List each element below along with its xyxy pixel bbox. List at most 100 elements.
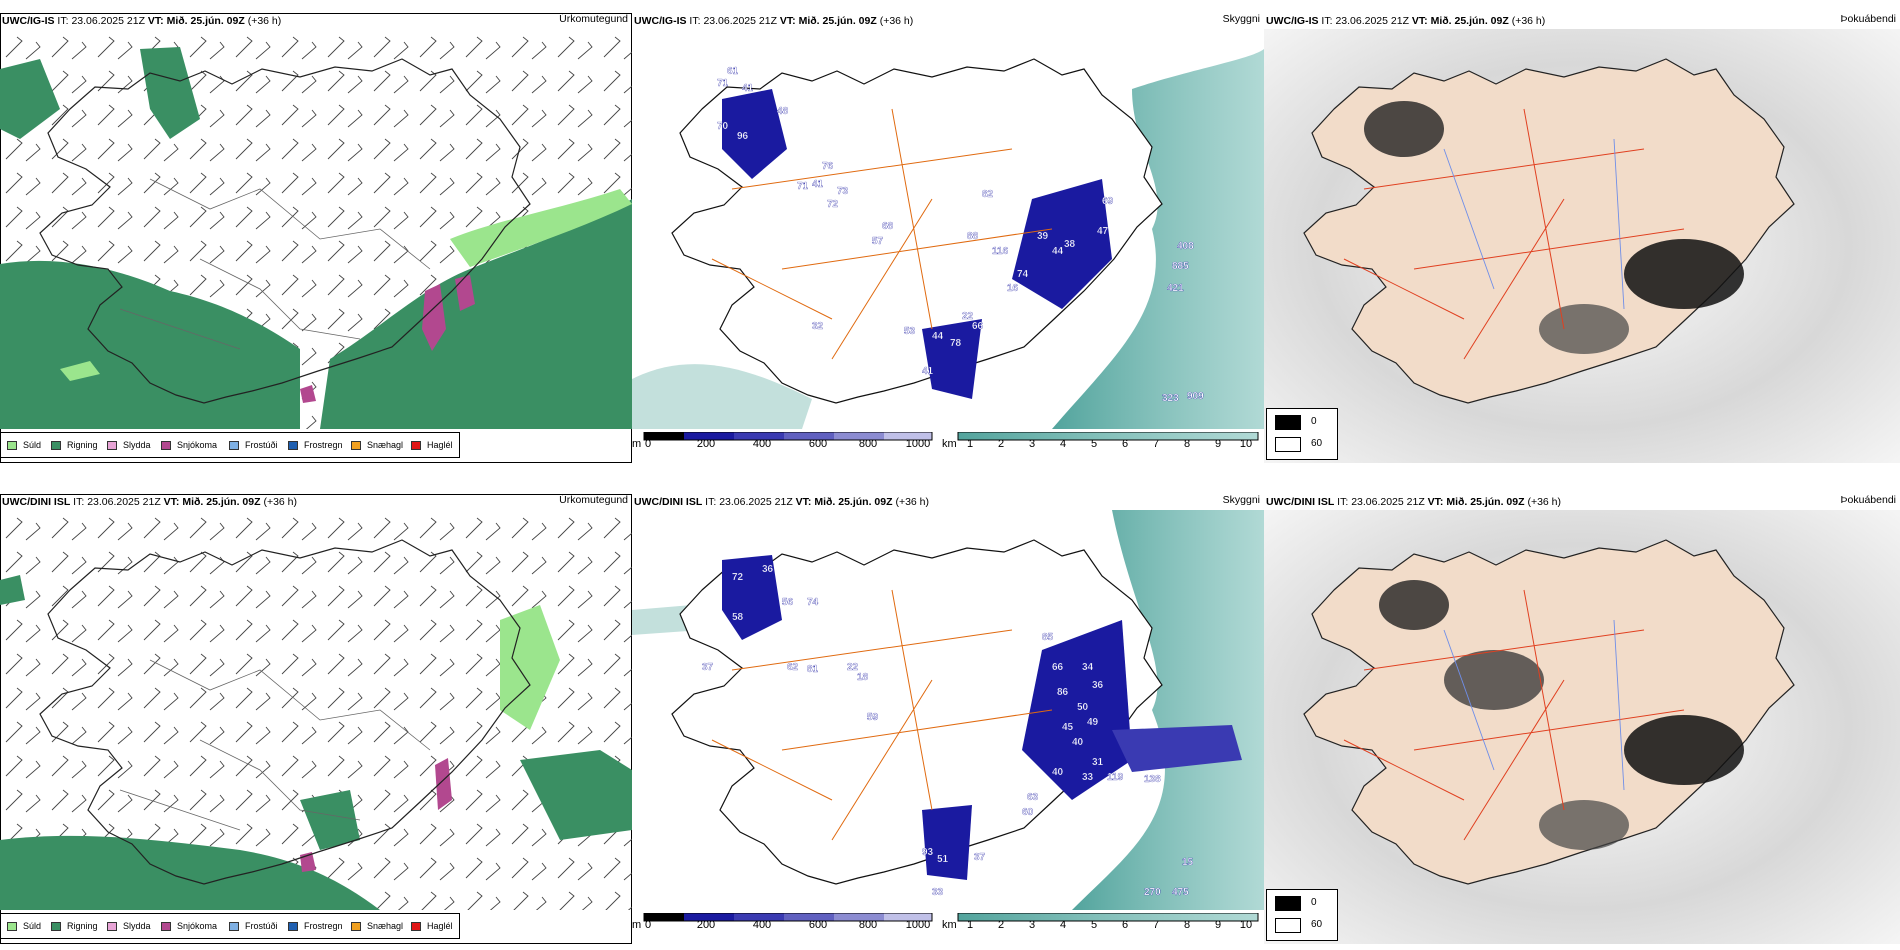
road-network bbox=[711, 589, 1053, 841]
model-name: UWC/IG-IS bbox=[634, 15, 687, 27]
fog-core-e bbox=[1624, 715, 1744, 785]
drizzle-area-sw bbox=[60, 361, 100, 381]
scale-tick: 4 bbox=[1059, 438, 1067, 450]
cloud-base-value: 51 bbox=[937, 854, 949, 865]
fog-legend-swatch-dark bbox=[1275, 415, 1301, 430]
precip-map bbox=[0, 29, 632, 429]
issue-label: IT: bbox=[57, 15, 69, 27]
cloud-base-offshore bbox=[1112, 725, 1242, 772]
panel-title: Úrkomutegund bbox=[559, 13, 628, 25]
panel-header: UWC/IG-IS IT: 23.06.2025 21Z VT: Mið. 25… bbox=[1264, 13, 1900, 29]
panel-title: Skyggni bbox=[1222, 13, 1260, 25]
valid-time: Mið. 25.jún. 09Z bbox=[1446, 496, 1525, 508]
fog-map bbox=[1264, 510, 1900, 944]
cloud-base-value: 66 bbox=[1052, 662, 1064, 673]
scale-tick: 600 bbox=[808, 919, 828, 931]
cloud-base-value: 58 bbox=[732, 612, 744, 623]
issue-time: 23.06.2025 21Z bbox=[87, 496, 161, 508]
scale-tick: 3 bbox=[1028, 438, 1036, 450]
valid-time: Mið. 25.jún. 09Z bbox=[166, 15, 245, 27]
scale-tick: 0 bbox=[644, 919, 652, 931]
cloud-base-value: 70 bbox=[717, 121, 729, 132]
cloud-base-value: 37 bbox=[974, 852, 986, 863]
model-name: UWC/DINI ISL bbox=[634, 496, 703, 508]
cloud-base-value: 50 bbox=[1077, 702, 1089, 713]
issue-label: IT: bbox=[689, 15, 701, 27]
fog-core-nw bbox=[1364, 101, 1444, 157]
scale-tick: 9 bbox=[1214, 438, 1222, 450]
rain-area-sw bbox=[0, 260, 300, 429]
cloud-base-value: 59 bbox=[867, 712, 879, 723]
road-network bbox=[711, 108, 1053, 360]
valid-time: Mið. 25.jún. 09Z bbox=[798, 15, 877, 27]
cloud-base-value: 71 bbox=[797, 181, 809, 192]
precip-type-panel-row-0: UWC/IG-IS IT: 23.06.2025 21Z VT: Mið. 25… bbox=[0, 13, 632, 463]
fog-core-s bbox=[1539, 304, 1629, 354]
legend-item: Frostúði bbox=[229, 921, 278, 931]
road-network bbox=[1343, 589, 1685, 841]
cloud-base-value: 41 bbox=[812, 179, 824, 190]
cloud-base-value: 909 bbox=[1187, 391, 1204, 402]
cloud-base-value: 41 bbox=[742, 83, 754, 94]
panel-header: UWC/IG-IS IT: 23.06.2025 21Z VT: Mið. 25… bbox=[0, 13, 632, 29]
cloud-base-value: 38 bbox=[1064, 239, 1076, 250]
cloud-base-value: 15 bbox=[1182, 857, 1194, 868]
lead-time: (+36 h) bbox=[263, 496, 298, 508]
cloud-base-colorbar: m 0 200 400 600 800 1000 bbox=[632, 432, 942, 462]
cloud-base-value: 49 bbox=[1087, 717, 1099, 728]
cloud-base-value: 22 bbox=[847, 662, 859, 673]
cloud-base-value: 78 bbox=[950, 338, 962, 349]
valid-label: VT: bbox=[147, 15, 164, 27]
scale-tick: 200 bbox=[696, 919, 716, 931]
fog-legend-swatch-light bbox=[1275, 437, 1301, 452]
snow-area-1 bbox=[435, 758, 452, 810]
valid-time: Mið. 25.jún. 09Z bbox=[814, 496, 893, 508]
fog-map bbox=[1264, 29, 1900, 463]
precip-type-panel-row-1: UWC/DINI ISL IT: 23.06.2025 21Z VT: Mið.… bbox=[0, 494, 632, 944]
cloud-base-value: 57 bbox=[872, 236, 884, 247]
scale-tick: 10 bbox=[1239, 919, 1253, 931]
cloud-base-value: 421 bbox=[1167, 283, 1184, 294]
fog-legend-label: 60 bbox=[1311, 919, 1323, 930]
fog-legend: 0 60 bbox=[1266, 408, 1338, 460]
cloud-base-value: 69 bbox=[1102, 196, 1114, 207]
legend-item: Súld bbox=[7, 921, 41, 931]
snow-area-3 bbox=[300, 385, 316, 403]
scale-tick: 10 bbox=[1239, 438, 1253, 450]
scale-tick: 4 bbox=[1059, 919, 1067, 931]
scale-tick: 800 bbox=[858, 919, 878, 931]
panel-header: UWC/DINI ISL IT: 23.06.2025 21Z VT: Mið.… bbox=[632, 494, 1264, 510]
low-vis-east bbox=[1052, 49, 1264, 429]
scale-tick: 6 bbox=[1121, 919, 1129, 931]
cloud-base-value: 45 bbox=[1062, 722, 1074, 733]
cloud-base-value: 885 bbox=[1172, 261, 1189, 272]
valid-label: VT: bbox=[163, 496, 180, 508]
precip-legend: Súld Rigning Slydda Snjókoma Frostúði Fr… bbox=[0, 913, 460, 939]
rain-area-nw bbox=[0, 59, 60, 139]
low-vis-sw bbox=[632, 364, 812, 429]
cloud-base-colorbar-strip bbox=[643, 432, 933, 441]
cloud-base-value: 34 bbox=[1082, 662, 1094, 673]
cloud-base-value: 22 bbox=[962, 311, 974, 322]
fog-core-w bbox=[1444, 650, 1544, 710]
issue-label: IT: bbox=[1321, 15, 1333, 27]
scale-tick: 2 bbox=[997, 919, 1005, 931]
cloud-base-value: 96 bbox=[737, 131, 749, 142]
fog-core-s bbox=[1539, 800, 1629, 850]
cloud-base-value: 37 bbox=[702, 662, 714, 673]
precip-legend: Súld Rigning Slydda Snjókoma Frostúði Fr… bbox=[0, 432, 460, 458]
scale-tick: 8 bbox=[1183, 919, 1191, 931]
cloud-base-value: 85 bbox=[1042, 632, 1054, 643]
scale-tick: 200 bbox=[696, 438, 716, 450]
issue-time: 23.06.2025 21Z bbox=[1351, 496, 1425, 508]
cloud-base-value: 68 bbox=[882, 221, 894, 232]
cloud-base-value: 36 bbox=[762, 564, 774, 575]
scale-tick: 400 bbox=[752, 438, 772, 450]
cloud-base-value: 44 bbox=[1052, 246, 1064, 257]
visibility-panel-row-0: UWC/IG-IS IT: 23.06.2025 21Z VT: Mið. 25… bbox=[632, 13, 1264, 463]
cloud-base-value: 36 bbox=[1092, 680, 1104, 691]
issue-time: 23.06.2025 21Z bbox=[71, 15, 145, 27]
road-network bbox=[1343, 108, 1685, 360]
scale-tick: 3 bbox=[1028, 919, 1036, 931]
cloud-base-value: 138 bbox=[1144, 774, 1161, 785]
